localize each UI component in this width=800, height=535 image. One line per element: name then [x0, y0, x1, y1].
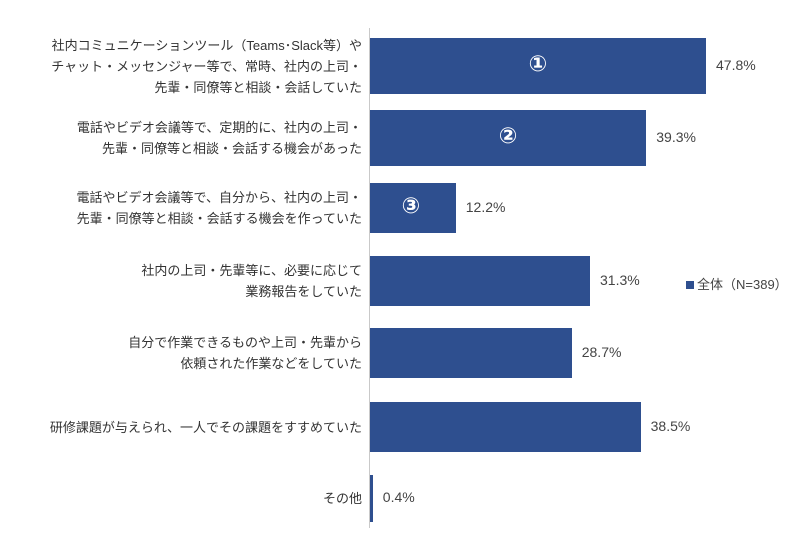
- category-label: 電話やビデオ会議等で、定期的に、社内の上司・ 先輩・同僚等と相談・会話する機会が…: [76, 120, 362, 156]
- category-label: 自分で作業できるものや上司・先輩から 依頼された作業などをしていた: [128, 335, 362, 371]
- rank-badge: ②: [498, 123, 518, 148]
- category-label: 研修課題が与えられ、一人でその課題をすすめていた: [49, 419, 362, 435]
- bar: [370, 256, 591, 306]
- bar: [370, 183, 456, 233]
- value-label: 28.7%: [581, 344, 622, 360]
- value-label: 39.3%: [656, 129, 696, 145]
- value-label: 0.4%: [382, 489, 415, 505]
- category-axis: [369, 28, 370, 528]
- rank-badge: ③: [401, 193, 421, 218]
- bar: [370, 474, 373, 522]
- value-label: 38.5%: [650, 418, 691, 434]
- category-label: 電話やビデオ会議等で、自分から、社内の上司・ 先輩・同僚等と相談・会話する機会を…: [76, 190, 362, 226]
- category-label: 社内コミュニケーションツール（Teams･Slack等）や チャット・メッセンジ…: [51, 37, 362, 95]
- value-label: 12.2%: [465, 199, 506, 215]
- legend-label: 全体（N=389）: [697, 277, 788, 292]
- rank-badge: ①: [528, 51, 548, 76]
- bar: [370, 110, 647, 166]
- bar: [370, 402, 641, 452]
- value-label: 31.3%: [600, 272, 640, 288]
- value-label: 47.8%: [716, 57, 756, 73]
- legend-swatch: [686, 281, 694, 289]
- category-label: その他: [322, 490, 362, 506]
- bar: [370, 328, 572, 378]
- legend: 全体（N=389）: [686, 274, 788, 293]
- bar: [370, 38, 706, 94]
- category-label: 社内の上司・先輩等に、必要に応じて 業務報告をしていた: [141, 263, 362, 299]
